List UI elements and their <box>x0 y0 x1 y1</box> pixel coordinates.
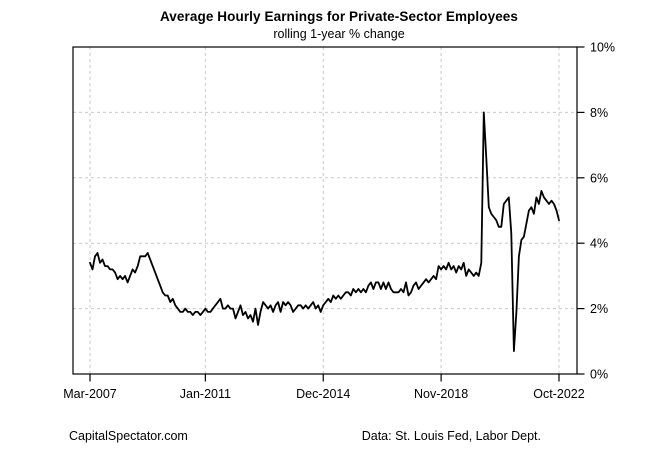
data-line <box>89 111 560 353</box>
chart-title: Average Hourly Earnings for Private-Sect… <box>159 9 519 24</box>
y-tick-label: 0% <box>590 368 608 382</box>
x-tick-label: Oct-2022 <box>533 387 584 401</box>
source-credit-right: Data: St. Louis Fed, Labor Dept. <box>361 429 541 443</box>
y-tick-label: 2% <box>590 302 608 316</box>
y-tick-label: 10% <box>590 41 615 55</box>
source-credit-left: CapitalSpectator.com <box>69 429 188 443</box>
plot-border <box>72 46 578 375</box>
y-tick-label: 6% <box>590 171 608 185</box>
x-tick-label: Jan-2011 <box>180 387 231 401</box>
x-tick-label: Mar-2007 <box>63 387 117 401</box>
x-tick-label: Nov-2018 <box>414 387 468 401</box>
x-tick-label: Dec-2014 <box>296 387 350 401</box>
chart-subtitle: rolling 1-year % change <box>273 27 405 41</box>
y-tick-label: 4% <box>590 237 608 251</box>
y-tick-label: 8% <box>590 106 608 120</box>
